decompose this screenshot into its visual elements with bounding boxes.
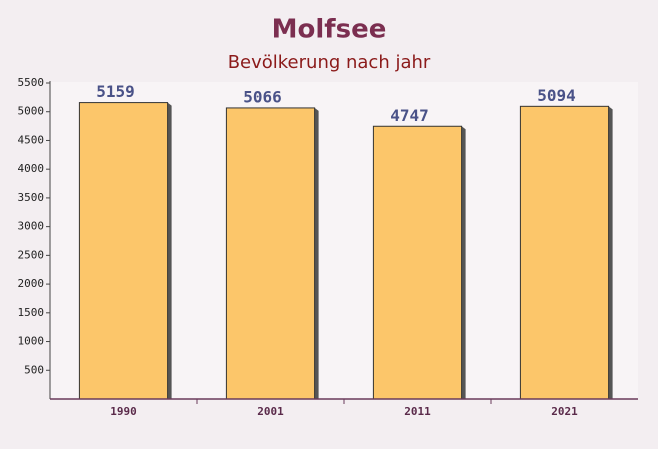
bar [519, 105, 610, 400]
value-label: 5094 [537, 86, 576, 105]
bar [372, 125, 463, 400]
y-tick-label: 1000 [18, 335, 45, 348]
y-tick-label: 4500 [18, 133, 45, 146]
chart-subtitle: Bevölkerung nach jahr [228, 52, 431, 73]
bar-shadow [608, 106, 613, 400]
bar-shadow [461, 126, 466, 399]
bar [225, 107, 316, 400]
bar [78, 102, 169, 400]
y-tick-label: 4000 [18, 162, 45, 175]
chart-title: Molfsee [272, 15, 387, 45]
y-tick-label: 2500 [18, 248, 45, 261]
value-label: 5159 [96, 82, 135, 101]
x-tick-label: 2021 [551, 405, 578, 418]
bar-shadow [314, 107, 319, 399]
y-tick-label: 2000 [18, 277, 45, 290]
x-tick-label: 1990 [110, 405, 137, 418]
y-tick-label: 5000 [18, 105, 45, 118]
y-tick-label: 5500 [18, 76, 45, 89]
value-label: 4747 [390, 106, 429, 125]
y-tick-label: 1500 [18, 306, 45, 319]
x-tick-label: 2001 [257, 405, 284, 418]
y-tick-label: 500 [24, 363, 44, 376]
value-label: 5066 [243, 87, 282, 106]
bar-shadow [167, 102, 172, 399]
x-tick-label: 2011 [404, 405, 431, 418]
y-tick-label: 3000 [18, 220, 45, 233]
y-tick-label: 3500 [18, 191, 45, 204]
